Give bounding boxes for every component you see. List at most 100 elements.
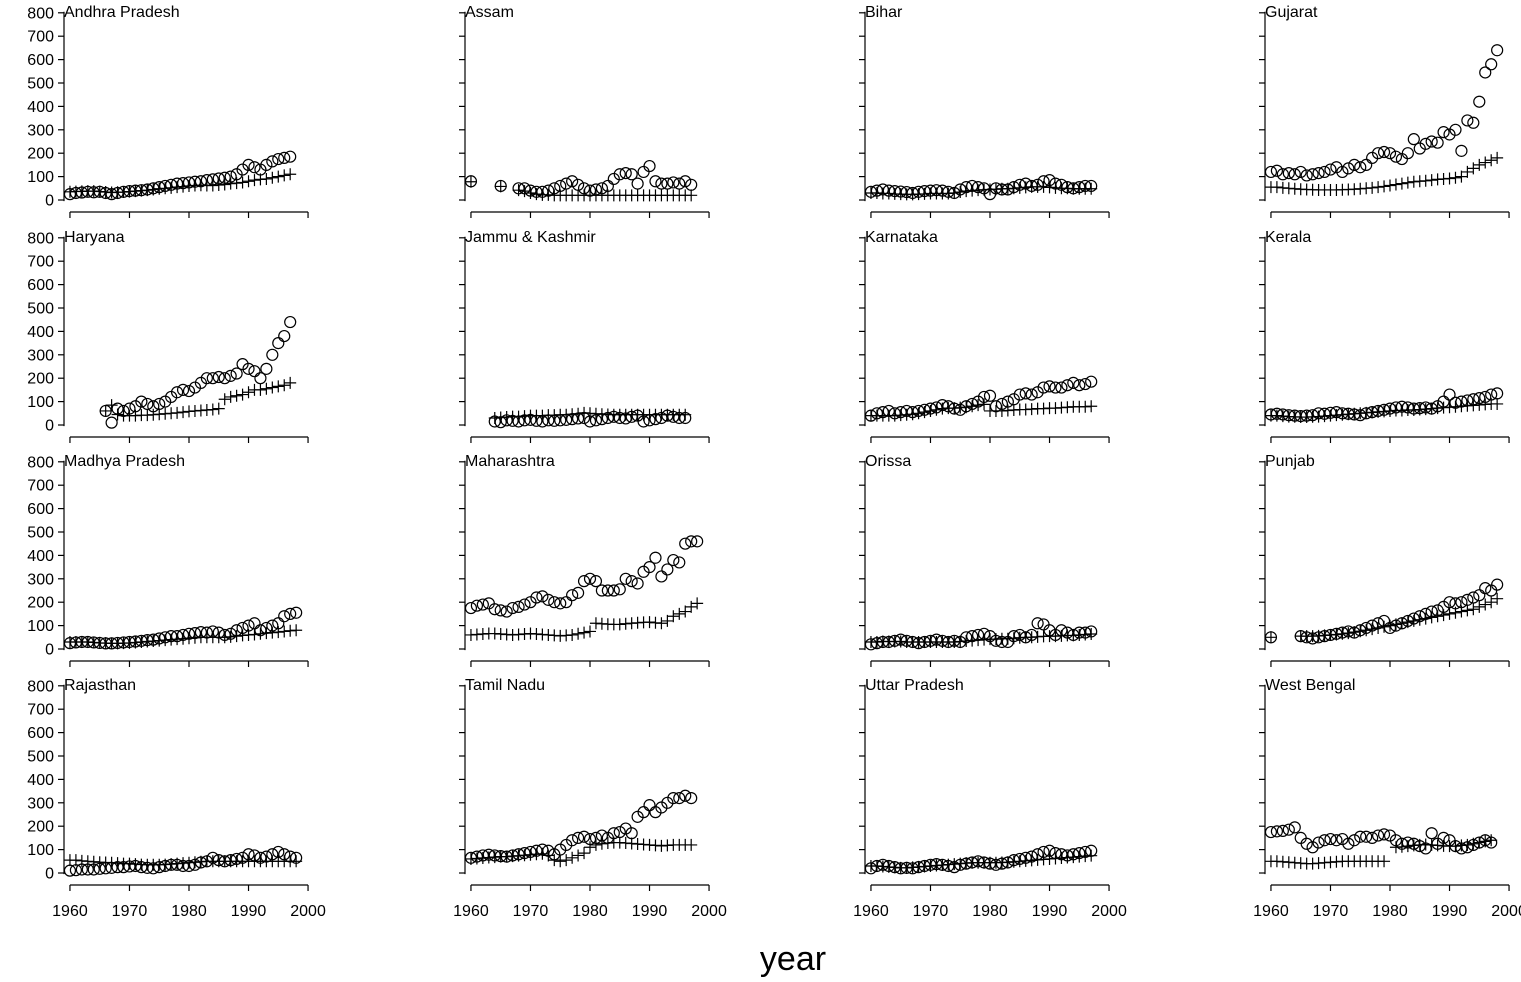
circle-point <box>685 535 698 548</box>
circle-point <box>966 630 979 643</box>
circle-point <box>224 854 237 867</box>
circle-point <box>1019 177 1032 190</box>
circle-point <box>111 186 124 200</box>
circle-point <box>1467 591 1480 604</box>
circle-point <box>1401 147 1414 160</box>
circle-point <box>87 636 100 649</box>
circle-point <box>625 410 638 423</box>
panel-14: Tamil Nadu 1960 1970 1980 1990 2000 <box>453 677 727 920</box>
circle-point <box>1389 401 1403 414</box>
circle-point <box>230 624 243 637</box>
circle-point <box>129 635 142 648</box>
panel-title: Jammu & Kashmir <box>465 229 596 246</box>
circle-point <box>1342 162 1355 175</box>
circle-point <box>679 537 692 550</box>
y-tick-label: 0 <box>45 418 54 435</box>
plus-point <box>1372 621 1385 634</box>
circle-point <box>888 185 901 198</box>
plus-point <box>1473 836 1486 849</box>
y-tick-label: 300 <box>27 795 54 812</box>
plus-point <box>230 177 243 190</box>
circle-point <box>194 626 208 639</box>
circle-point <box>1336 626 1349 639</box>
circle-point <box>1413 610 1426 623</box>
circle-point <box>1491 387 1504 400</box>
plus-point <box>613 618 626 631</box>
y-tick-label: 500 <box>27 525 54 542</box>
plus-point <box>99 404 112 417</box>
plus-point <box>1378 855 1391 868</box>
circle-point <box>63 864 77 877</box>
circle-point <box>1449 839 1462 853</box>
circle-point <box>542 844 555 857</box>
circle-point <box>1049 847 1062 860</box>
circle-point <box>1377 614 1391 628</box>
plus-point <box>254 383 267 396</box>
plus-point <box>206 403 219 416</box>
circle-point <box>1479 834 1492 847</box>
circle-point <box>464 851 478 864</box>
circle-point <box>176 628 190 642</box>
circle-point <box>1031 848 1044 861</box>
circle-point <box>272 152 285 166</box>
circle-point <box>983 857 997 870</box>
circle-point <box>1276 824 1289 837</box>
circle-point <box>200 174 213 187</box>
y-tick-label: 700 <box>27 254 54 271</box>
circle-point <box>123 635 136 649</box>
plus-point <box>661 614 674 627</box>
plus-point <box>1455 170 1468 183</box>
circle-point <box>1371 147 1385 160</box>
circle-point <box>530 591 543 604</box>
circle-point <box>864 185 878 198</box>
circle-point <box>655 411 668 425</box>
circle-point <box>1055 624 1068 637</box>
y-tick-label: 200 <box>27 371 54 388</box>
circle-point <box>882 635 895 649</box>
circle-point <box>625 168 638 181</box>
circle-point <box>1312 631 1325 644</box>
circle-point <box>1288 409 1301 422</box>
circle-point <box>1467 116 1480 129</box>
circle-point <box>583 572 597 585</box>
y-tick-label: 300 <box>27 122 54 139</box>
y-tick-label: 100 <box>27 618 54 635</box>
y-tick-label: 0 <box>45 642 54 659</box>
circle-point <box>1491 44 1504 57</box>
y-tick-label: 200 <box>27 819 54 836</box>
panel-2: Assam <box>459 4 710 218</box>
circle-point <box>1449 396 1462 409</box>
circle-point <box>888 861 901 874</box>
circle-point <box>1401 401 1414 414</box>
plus-point <box>236 388 249 401</box>
circle-point <box>1437 126 1450 139</box>
circle-point <box>1348 834 1361 847</box>
circle-point <box>667 176 680 189</box>
y-tick-label: 300 <box>27 347 54 364</box>
panel-title: Haryana <box>64 229 125 246</box>
plus-point <box>218 393 231 406</box>
circle-point <box>942 859 955 873</box>
circle-point <box>655 177 668 190</box>
circle-point <box>1401 836 1414 849</box>
circle-point <box>1407 133 1420 146</box>
circle-point <box>918 185 931 198</box>
circle-point <box>1455 596 1468 609</box>
plus-point <box>1491 397 1504 410</box>
circle-point <box>147 400 160 413</box>
circle-point <box>224 627 237 640</box>
x-tick-label: 1960 <box>453 903 489 920</box>
circle-point <box>1425 402 1438 415</box>
circle-point <box>75 186 88 199</box>
circle-point <box>1461 114 1474 127</box>
plus-point <box>1479 156 1492 169</box>
plus-point <box>1384 179 1396 192</box>
circle-point <box>1001 183 1014 196</box>
circle-point <box>607 827 620 840</box>
y-tick-label: 400 <box>27 548 54 565</box>
x-tick-label: 1980 <box>572 903 608 920</box>
circle-point <box>661 177 674 190</box>
circle-point <box>1312 166 1325 180</box>
circle-point <box>1330 627 1343 640</box>
